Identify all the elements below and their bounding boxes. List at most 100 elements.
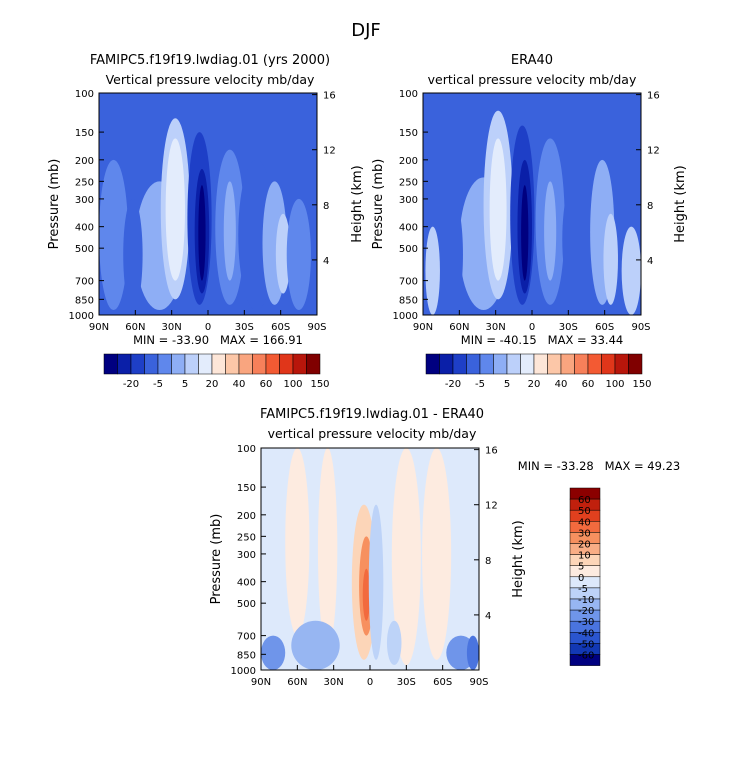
panel-difference-title: FAMIPC5.f19f19.lwdiag.01 - ERA40 <box>260 407 484 422</box>
colorbar-label: 5 <box>578 562 584 573</box>
x-tick-label: 90N <box>89 322 109 333</box>
colorbar-swatch <box>569 654 601 666</box>
colorbar-swatch <box>425 353 440 375</box>
x-tick-label: 60N <box>449 322 469 333</box>
x-tick-label: 30N <box>162 322 182 333</box>
colorbar-label: 40 <box>233 379 246 390</box>
panel-era40-subtitle: vertical pressure velocity mb/day <box>428 72 637 87</box>
right-tick-label: 12 <box>323 146 336 157</box>
colorbar-swatch <box>587 353 602 375</box>
x-tick-label: 90S <box>307 322 326 333</box>
contour-region <box>165 138 185 281</box>
contour-region <box>261 635 286 670</box>
y-tick-label: 100 <box>399 89 418 100</box>
colorbar-swatch <box>506 353 521 375</box>
y-tick-label: 300 <box>399 195 418 206</box>
y-tick-label: 100 <box>75 89 94 100</box>
colorbar-swatch <box>265 353 280 375</box>
colorbar-swatch <box>466 353 481 375</box>
panel-model-stats: MIN = -33.90 MAX = 166.91 <box>133 333 303 347</box>
right-tick-label: 4 <box>323 256 329 267</box>
x-tick-label: 90N <box>251 677 271 688</box>
colorbar-swatch <box>569 565 601 578</box>
figure-title: DJF <box>351 20 381 41</box>
contour-region <box>123 198 143 311</box>
y-tick-label: 850 <box>399 295 418 306</box>
contour-region <box>466 635 479 670</box>
y-tick-label: 850 <box>75 295 94 306</box>
y-tick-label: 700 <box>75 277 94 288</box>
right-tick-label: 8 <box>647 201 653 212</box>
colorbar-swatch <box>533 353 548 375</box>
contour-region <box>489 138 507 281</box>
colorbar-swatch <box>292 353 307 375</box>
colorbar-label: -5 <box>578 584 588 595</box>
panel-era40-field <box>423 93 641 315</box>
y-tick-label: 300 <box>75 195 94 206</box>
colorbar-swatch <box>628 353 643 375</box>
contour-region <box>285 448 310 636</box>
x-tick-label: 30S <box>235 322 254 333</box>
x-tick-label: 0 <box>205 322 211 333</box>
contour-region <box>291 620 340 670</box>
y-tick-label: 850 <box>237 650 256 661</box>
colorbar-swatch <box>574 353 589 375</box>
contour-region <box>198 185 206 281</box>
panel-difference-ylabel: Pressure (mb) <box>209 514 224 605</box>
colorbar-label: -30 <box>578 617 594 628</box>
x-tick-label: 90S <box>469 677 488 688</box>
y-tick-label: 250 <box>237 532 256 543</box>
y-tick-label: 150 <box>75 128 94 139</box>
contour-region <box>286 198 311 311</box>
colorbar-swatch <box>225 353 240 375</box>
y-tick-label: 1000 <box>393 311 418 322</box>
colorbar-label: 0 <box>578 573 584 584</box>
right-tick-label: 4 <box>485 611 491 622</box>
contour-region <box>391 448 421 666</box>
x-tick-label: 90S <box>631 322 650 333</box>
panel-difference-right-ylabel: Height (km) <box>511 520 526 597</box>
x-tick-label: 60S <box>433 677 452 688</box>
panel-difference-field <box>261 448 479 670</box>
y-tick-label: 300 <box>237 550 256 561</box>
x-tick-label: 60S <box>595 322 614 333</box>
y-tick-label: 500 <box>399 244 418 255</box>
colorbar-swatch <box>547 353 562 375</box>
colorbar-label: -10 <box>578 595 594 606</box>
panel-model-title: FAMIPC5.f19f19.lwdiag.01 (yrs 2000) <box>90 53 330 68</box>
panel-difference-subtitle: vertical pressure velocity mb/day <box>268 426 477 441</box>
colorbar-swatch <box>493 353 508 375</box>
x-tick-label: 0 <box>367 677 373 688</box>
y-tick-label: 200 <box>237 511 256 522</box>
colorbar-label: -20 <box>445 379 461 390</box>
right-tick-label: 12 <box>647 146 660 157</box>
contour-region <box>368 504 384 660</box>
colorbar-label: 60 <box>582 379 595 390</box>
contour-region <box>223 181 236 281</box>
x-tick-label: 90N <box>413 322 433 333</box>
colorbar-swatch <box>238 353 253 375</box>
colorbar-swatch <box>601 353 616 375</box>
panel-model-colorbar: -20 -5 5 20 40 60 100 150 <box>103 353 330 390</box>
panel-model-ylabel: Pressure (mb) <box>47 159 62 250</box>
right-tick-label: 8 <box>323 201 329 212</box>
colorbar-label: 20 <box>206 379 219 390</box>
right-tick-label: 16 <box>323 91 336 102</box>
panel-model-field <box>99 93 317 315</box>
y-tick-label: 1000 <box>231 666 256 677</box>
colorbar-label: -5 <box>153 379 163 390</box>
panel-difference-stats: MIN = -33.28 MAX = 49.23 <box>518 459 680 473</box>
colorbar-swatch <box>184 353 199 375</box>
colorbar-label: -20 <box>123 379 139 390</box>
right-tick-label: 8 <box>485 556 491 567</box>
colorbar-swatch <box>452 353 467 375</box>
x-tick-label: 60N <box>125 322 145 333</box>
colorbar-swatch <box>198 353 213 375</box>
contour-region <box>317 448 338 649</box>
colorbar-swatch <box>614 353 629 375</box>
x-tick-label: 30S <box>397 677 416 688</box>
x-tick-label: 30N <box>486 322 506 333</box>
contour-region <box>603 213 618 305</box>
colorbar-label: 20 <box>528 379 541 390</box>
